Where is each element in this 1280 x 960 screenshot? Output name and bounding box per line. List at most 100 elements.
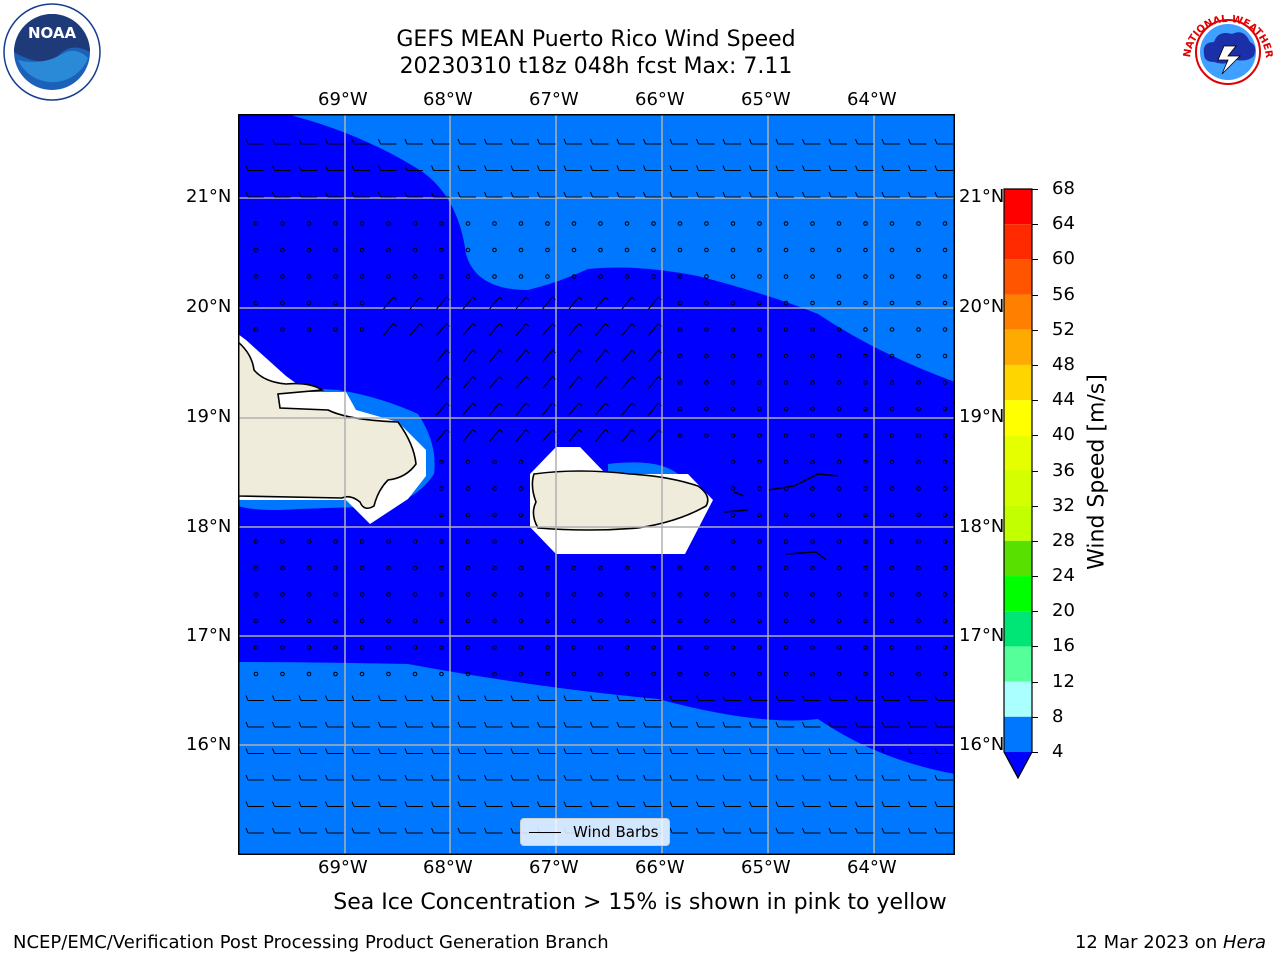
wind-barb	[492, 247, 497, 253]
wind-barb	[669, 748, 688, 754]
wind-barb	[651, 247, 656, 253]
wind-barb	[677, 433, 683, 438]
colorbar-segment	[1004, 540, 1032, 577]
wind-barb	[598, 565, 603, 571]
wind-barb	[836, 486, 842, 491]
wind-barb	[749, 827, 768, 834]
wind-barb	[510, 138, 529, 145]
wind-barb	[412, 247, 418, 253]
colorbar-tick-label: 68	[1052, 178, 1075, 199]
wind-barb	[280, 645, 285, 650]
wind-barb	[836, 671, 842, 677]
wind-barb	[571, 671, 577, 677]
wind-barb	[378, 748, 397, 754]
wind-barb	[908, 695, 927, 701]
wind-barb	[272, 801, 291, 807]
virgin-islands	[723, 473, 839, 561]
wind-barb	[245, 721, 264, 728]
lat-label-left-17n: 17°N	[186, 625, 232, 646]
wind-barb	[934, 774, 953, 781]
legend-label: Wind Barbs	[573, 823, 659, 841]
wind-barb	[616, 695, 635, 701]
wind-barb	[810, 433, 815, 438]
wind-barb	[889, 300, 895, 306]
wind-barb	[359, 592, 365, 597]
wind-barb	[298, 748, 317, 754]
lon-label-bottom-68w: 68°W	[423, 857, 473, 878]
wind-barb	[383, 296, 397, 310]
wind-barb	[563, 695, 582, 701]
wind-barb	[457, 721, 476, 728]
footer-branch: NCEP/EMC/Verification Post Processing Pr…	[13, 932, 609, 953]
wind-barb	[889, 671, 895, 677]
wind-barb	[704, 565, 709, 571]
wind-barb	[431, 191, 450, 198]
wind-barb	[518, 539, 524, 544]
wind-barb	[386, 671, 391, 677]
wind-barb	[306, 300, 312, 306]
wind-barb	[537, 774, 556, 781]
wind-barb	[563, 774, 582, 781]
wind-barb	[802, 801, 821, 807]
wind-barb	[489, 376, 503, 389]
wind-barb	[836, 221, 842, 226]
wind-barb	[439, 221, 444, 226]
wind-barb	[545, 618, 550, 624]
wind-barb	[510, 165, 529, 171]
wind-barb	[404, 721, 423, 728]
lat-label-left-19n: 19°N	[186, 406, 232, 427]
wind-barb	[881, 748, 900, 754]
wind-barb	[863, 592, 868, 597]
wind-barb	[749, 748, 768, 754]
wind-barb	[889, 433, 895, 438]
wind-barb	[730, 300, 736, 306]
wind-barb	[439, 671, 444, 677]
wind-barb	[828, 827, 847, 834]
lon-label-bottom-67w: 67°W	[529, 857, 579, 878]
wind-barb	[545, 592, 550, 597]
wind-barb	[537, 721, 556, 728]
wind-barb	[431, 138, 450, 145]
wind-barb	[568, 402, 583, 416]
wind-barb	[722, 748, 741, 754]
colorbar-tick-label: 4	[1052, 741, 1064, 762]
wind-barb	[677, 671, 683, 677]
wind-barb	[621, 296, 636, 310]
wind-barb	[590, 721, 609, 728]
wind-barb	[571, 645, 577, 650]
wind-barb	[515, 402, 530, 416]
wind-barb	[545, 274, 550, 279]
wind-barb	[333, 327, 338, 332]
wind-barb	[881, 191, 900, 198]
wind-barb	[563, 165, 582, 171]
wind-barb	[863, 327, 868, 332]
wind-barb	[942, 671, 948, 677]
wind-barb	[492, 565, 497, 571]
wind-barb	[439, 512, 444, 518]
wind-barb	[677, 645, 683, 650]
wind-barb	[616, 191, 635, 198]
wind-barb	[730, 406, 736, 412]
wind-barb	[802, 748, 821, 754]
wind-barb	[616, 165, 635, 171]
wind-barb	[253, 645, 259, 650]
wind-barb	[306, 327, 312, 332]
wind-barb	[595, 349, 609, 363]
wind-barb	[757, 380, 762, 385]
wind-barb	[677, 247, 683, 253]
wind-barb	[333, 274, 338, 279]
wind-barb	[942, 433, 948, 438]
wind-barb	[863, 433, 868, 438]
wind-barb	[908, 774, 927, 781]
colorbar-tick-label: 52	[1052, 318, 1075, 340]
wind-barb	[722, 827, 741, 834]
wind-barb	[545, 221, 550, 226]
colorbar-extend-arrow	[1004, 752, 1032, 778]
wind-barb	[492, 274, 497, 279]
wind-barb	[669, 191, 688, 198]
wind-barb	[489, 429, 503, 442]
wind-barb	[730, 274, 736, 279]
wind-barb	[828, 801, 847, 807]
wind-barb	[916, 247, 921, 253]
wind-barb	[492, 486, 497, 491]
